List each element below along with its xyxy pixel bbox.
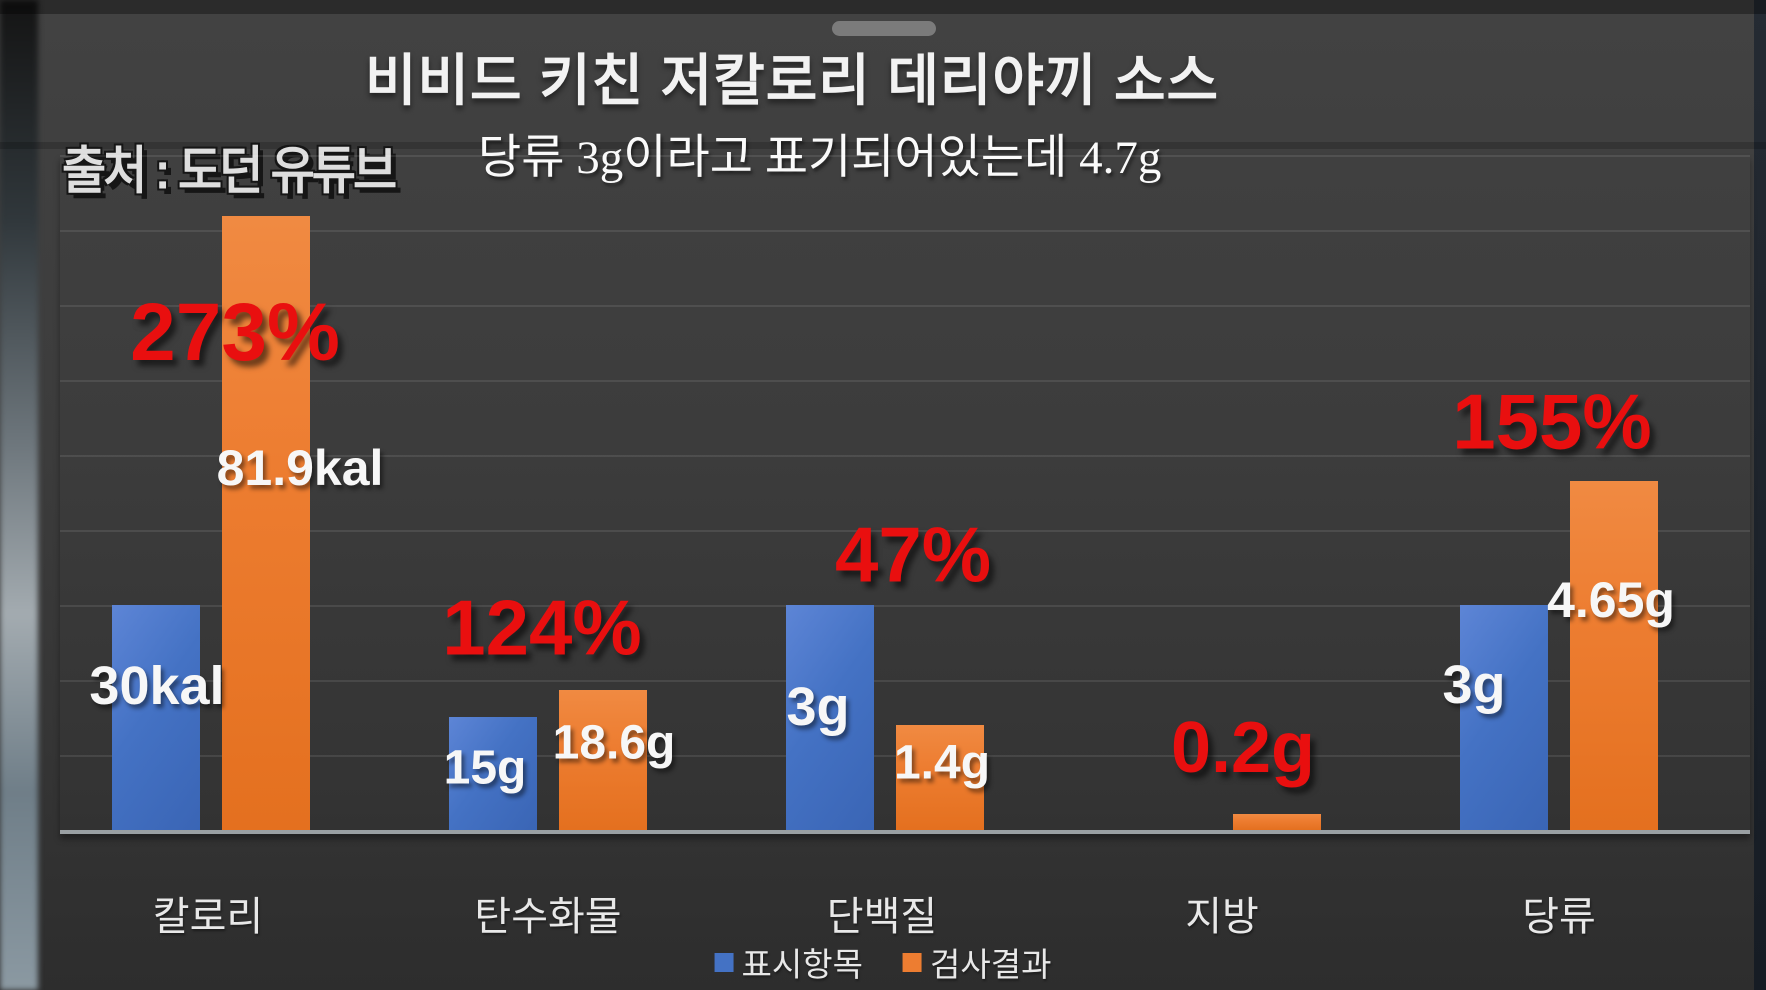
bar-fat-measured xyxy=(1233,814,1321,830)
bar-value-calories-declared: 30kal xyxy=(89,656,225,716)
bar-value-carbs-measured: 18.6g xyxy=(552,716,676,770)
bar-value-protein-measured: 1.4g xyxy=(893,736,991,790)
annotation-carbs-percent: 124% xyxy=(442,583,642,672)
annotation-fat-value: 0.2g xyxy=(1170,708,1316,788)
plot-area xyxy=(60,155,1750,834)
bar-value-protein-declared: 3g xyxy=(786,677,850,737)
source-watermark: 출처 : 도던 유튜브 xyxy=(62,128,397,204)
axis-label-sugar: 당류 xyxy=(1522,895,1596,939)
bar-value-sugar-declared: 3g xyxy=(1442,655,1506,715)
chart-title: 비비드 키친 저칼로리 데리야끼 소스 xyxy=(364,49,1220,112)
annotation-protein-percent: 47% xyxy=(834,510,992,599)
legend-swatch-declared xyxy=(714,952,734,972)
axis-label-fat: 지방 xyxy=(1185,895,1259,939)
legend-item-measured: 검사결과 xyxy=(903,938,1051,986)
legend-swatch-measured xyxy=(903,952,922,972)
bar-protein-measured xyxy=(896,724,984,830)
legend-label-declared: 표시항목 xyxy=(741,946,863,983)
annotation-sugar-percent: 155% xyxy=(1452,377,1652,466)
bar-calories-measured xyxy=(222,215,310,830)
top-shade xyxy=(0,0,1766,14)
legend-item-declared: 표시항목 xyxy=(714,938,863,986)
frame-seam xyxy=(0,142,1766,149)
bar-protein-declared xyxy=(786,605,874,830)
axis-label-calories: 칼로리 xyxy=(152,895,264,939)
bar-value-sugar-measured: 4.65g xyxy=(1547,572,1675,628)
bar-sugar-measured xyxy=(1570,481,1658,830)
legend-label-measured: 검사결과 xyxy=(930,946,1052,983)
bar-value-carbs-declared: 15g xyxy=(443,741,527,795)
bar-value-calories-measured: 81.9kal xyxy=(216,440,384,496)
bar-carbs-measured xyxy=(559,690,647,830)
bar-sugar-declared xyxy=(1460,605,1548,830)
axis-label-protein: 단백질 xyxy=(826,895,938,939)
bar-carbs-declared xyxy=(449,717,537,830)
bar-calories-declared xyxy=(112,605,200,830)
axis-label-carbs: 탄수화물 xyxy=(474,895,622,939)
legend: 표시항목 검사결과 xyxy=(714,938,1051,986)
annotation-calories-percent: 273% xyxy=(130,287,340,378)
background-edge-right xyxy=(1754,0,1766,990)
background-blur-left xyxy=(0,0,38,990)
subtitle-note: 당류 3g이라고 표기되어있는데 4.7g xyxy=(478,118,1161,187)
drag-handle[interactable] xyxy=(832,21,936,36)
